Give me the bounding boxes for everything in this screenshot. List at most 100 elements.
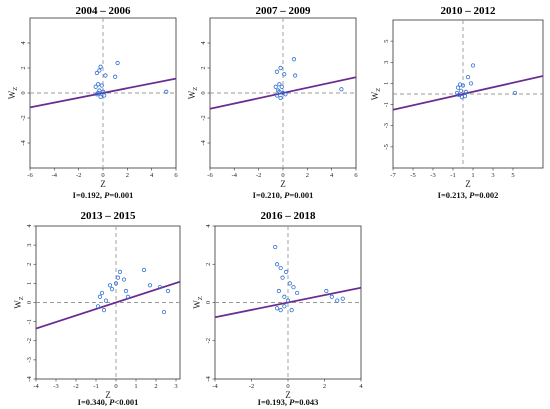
data-point: [125, 294, 131, 299]
data-point: [94, 70, 100, 76]
y-tick-label: 2: [205, 263, 212, 266]
y-tick-label: 4: [200, 41, 207, 45]
y-axis-label-main: W: [370, 91, 380, 100]
data-point: [98, 64, 103, 69]
p-value: =0.043: [294, 397, 318, 407]
x-tick-label: 1: [134, 383, 137, 390]
data-point: [276, 288, 281, 294]
moran-statistic: I=0.193, P=0.043: [258, 397, 319, 407]
data-point: [463, 89, 469, 94]
moran-i-value: I=0.210,: [253, 190, 285, 200]
data-point: [123, 288, 129, 294]
x-tick-label: 0: [286, 383, 289, 390]
data-point: [157, 285, 163, 290]
moran-i-value: I=0.340,: [78, 397, 110, 407]
data-point: [99, 83, 104, 88]
data-point: [113, 281, 119, 286]
panel-title: 2004 – 2006: [76, 5, 132, 17]
p-symbol: P: [289, 397, 295, 407]
data-point: [470, 63, 476, 68]
p-symbol: P: [104, 190, 110, 200]
x-tick-label: 4: [359, 383, 363, 390]
data-point: [274, 69, 280, 74]
x-tick-label: -3: [430, 172, 435, 179]
y-axis-label: WZ: [7, 87, 19, 100]
data-point: [276, 88, 281, 93]
y-tick-label: -4: [20, 140, 27, 146]
x-tick-label: 2: [323, 383, 326, 390]
data-point: [273, 244, 278, 250]
plot-area: [210, 18, 356, 168]
scatter-panel-3: 2010 – 2012-7 -5 -3 -1 1 3 5-5-3-1135ZWZI=0.21…: [370, 5, 544, 200]
x-tick-label: -1: [93, 383, 98, 390]
data-point: [102, 93, 107, 98]
p-symbol: P: [109, 397, 115, 407]
data-point: [468, 81, 474, 86]
data-point: [97, 294, 103, 299]
y-tick-label: 3: [26, 244, 33, 247]
y-tick-label: -1: [383, 102, 390, 107]
y-tick-label: 4: [205, 224, 212, 228]
data-point: [96, 82, 101, 87]
data-point: [115, 60, 120, 66]
x-tick-label: -7: [390, 172, 396, 179]
x-axis-label: Z: [100, 179, 106, 189]
y-tick-label: 2: [20, 66, 27, 69]
data-point: [324, 288, 329, 294]
x-tick-label: 0: [281, 172, 284, 179]
y-tick-label: 4: [20, 41, 27, 45]
x-tick-label: -2: [76, 172, 81, 179]
data-point: [147, 283, 153, 288]
y-tick-label: -2: [20, 115, 27, 120]
data-point: [141, 267, 147, 273]
data-point: [165, 288, 171, 294]
y-tick-label: 5: [383, 40, 390, 43]
plot-area: [215, 226, 361, 379]
y-axis-label-main: W: [13, 300, 23, 309]
data-point: [274, 306, 280, 311]
moran-statistic: I=0.213, P=0.002: [438, 190, 499, 200]
data-point: [278, 65, 283, 71]
x-axis-label: Z: [465, 179, 471, 189]
x-axis-label: Z: [280, 179, 286, 189]
x-tick-label: 1: [471, 172, 474, 179]
moran-statistic: I=0.210, P=0.001: [253, 190, 314, 200]
x-tick-label: -4: [212, 383, 218, 390]
data-point: [280, 275, 285, 280]
data-point: [512, 90, 518, 96]
x-tick-label: 2: [306, 172, 309, 179]
y-axis-label-subscript: Z: [197, 296, 204, 300]
y-tick-label: 0: [20, 91, 27, 94]
x-tick-label: -3: [53, 383, 58, 390]
y-tick-label: -2: [26, 338, 33, 343]
regression-line: [36, 280, 180, 330]
data-point: [278, 265, 283, 271]
y-tick-label: 2: [26, 263, 33, 266]
x-tick-label: 2: [154, 383, 157, 390]
y-axis-label: WZ: [192, 296, 204, 309]
data-point: [460, 83, 466, 88]
data-point: [274, 93, 280, 98]
data-point: [93, 84, 98, 89]
data-point: [164, 89, 169, 94]
data-point: [100, 89, 106, 94]
x-axis-label: Z: [285, 390, 291, 400]
x-tick-label: 0: [114, 383, 117, 390]
data-point: [291, 57, 297, 62]
data-point: [98, 94, 103, 99]
y-tick-label: -5: [383, 144, 390, 149]
x-tick-label: -4: [52, 172, 58, 179]
data-point: [282, 72, 287, 77]
data-point: [103, 298, 109, 303]
plot-area: [30, 18, 176, 168]
x-tick-label: -6: [207, 172, 213, 179]
x-tick-label: -2: [73, 383, 78, 390]
data-point: [103, 73, 108, 78]
y-tick-label: 2: [200, 66, 207, 69]
y-tick-label: 0: [205, 301, 212, 304]
data-point: [335, 298, 340, 303]
data-point: [278, 95, 283, 101]
y-tick-label: -4: [26, 376, 33, 382]
x-tick-label: -2: [249, 383, 254, 390]
